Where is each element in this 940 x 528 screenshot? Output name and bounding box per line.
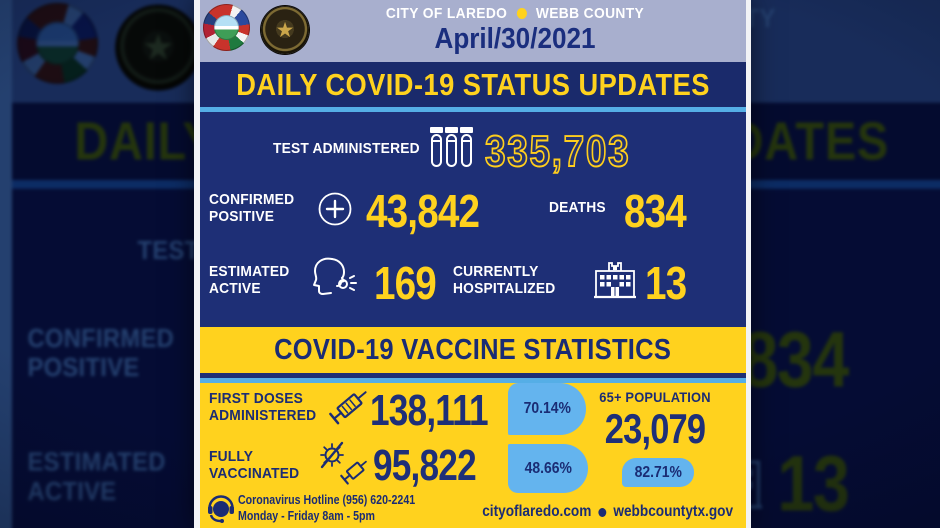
vaccine-divider-band [200,373,746,382]
senior-population-percent-badge: 82.71% [622,458,694,487]
vaccine-section-band [200,383,746,528]
fully-vaccinated-value: 95,822 [373,441,477,490]
separator-dot-icon [516,8,527,19]
test-administered-label: TEST ADMINISTERED [273,140,420,157]
test-administered-value: 335,703 [484,127,631,176]
texas-state-seal-logo: ★ [261,6,309,54]
vaccine-banner: COVID-19 VACCINE STATISTICS [200,327,746,373]
vaccine-banner-title: COVID-19 VACCINE STATISTICS [274,333,672,366]
website-cityoflaredo[interactable]: cityoflaredo.com [482,503,592,520]
hotline-hours: Monday - Friday 8am - 5pm [238,509,375,523]
estimated-active-value: 169 [374,257,437,309]
currently-hospitalized-label: CURRENTLY HOSPITALIZED [453,263,556,297]
hotline-text: Coronavirus Hotline (956) 620-2241 [238,493,416,507]
divider-line-bottom [200,378,746,383]
plus-circle-icon [316,190,354,228]
website-webbcounty[interactable]: webbcountytx.gov [613,503,733,520]
deaths-value: 834 [624,185,687,237]
vaccinated-virus-icon [318,439,372,489]
texas-star-icon: ★ [275,18,295,42]
separator-dot-icon [598,507,607,517]
cases-section-band [200,112,746,327]
header-titles: CITY OF LAREDO WEBB COUNTY April/30/2021 [320,5,710,54]
city-name: CITY OF LAREDO [385,5,508,22]
daily-status-banner-title: DAILY COVID-19 STATUS UPDATES [236,66,710,102]
hospital-building-icon [592,256,638,302]
first-doses-value: 138,111 [370,386,489,435]
covid-infographic-card: DAILY COVID-19 STATUS UPDATES COVID-19 V… [194,0,751,528]
city-of-laredo-flags-logo [203,4,250,51]
confirmed-positive-value: 43,842 [366,185,480,237]
daily-status-banner: DAILY COVID-19 STATUS UPDATES [200,62,746,107]
confirmed-positive-label: CONFIRMED POSITIVE [209,191,295,225]
senior-population-value: 23,079 [604,405,706,452]
footer-websites: cityoflaredo.com webbcountytx.gov [482,503,733,521]
currently-hospitalized-value: 13 [645,257,687,309]
first-doses-label: FIRST DOSES ADMINISTERED [209,390,317,424]
hotline-block: Coronavirus Hotline (956) 620-2241 Monda… [238,492,446,524]
estimated-active-label: ESTIMATED ACTIVE [209,263,290,297]
fully-vaccinated-label: FULLY VACCINATED [209,448,300,482]
headset-icon [205,492,237,524]
coughing-person-icon [306,254,360,304]
county-name: WEBB COUNTY [535,5,645,22]
divider-line-top [200,107,746,112]
deaths-label: DEATHS [549,199,606,216]
syringe-icon [322,381,374,431]
fully-vaccinated-percent-badge: 48.66% [508,444,588,493]
senior-population-label: 65+ POPULATION [599,389,711,405]
test-tubes-icon [428,124,476,172]
report-date: April/30/2021 [434,23,596,55]
first-doses-percent-badge: 70.14% [508,383,586,435]
